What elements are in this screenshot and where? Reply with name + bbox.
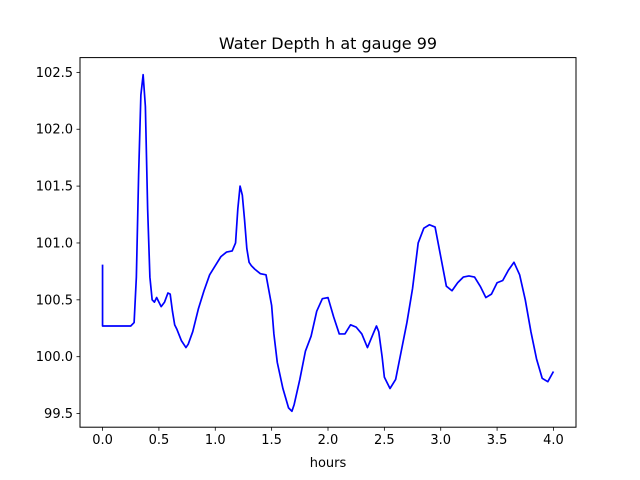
y-axis-ticks: 99.5 100.0 100.5 101.0 101.5 102.0 102.5 bbox=[36, 66, 80, 422]
x-tick-label: 4.0 bbox=[543, 433, 564, 448]
y-tick-label: 100.5 bbox=[36, 293, 73, 308]
y-tick-label: 102.0 bbox=[36, 123, 73, 138]
y-tick-label: 102.5 bbox=[36, 66, 73, 81]
x-tick-label: 1.0 bbox=[205, 433, 226, 448]
chart-title: Water Depth h at gauge 99 bbox=[219, 34, 437, 53]
x-tick-label: 1.5 bbox=[261, 433, 282, 448]
x-tick-label: 0.5 bbox=[149, 433, 170, 448]
x-tick-label: 0.0 bbox=[92, 433, 113, 448]
y-tick-label: 99.5 bbox=[44, 407, 73, 422]
x-axis-label: hours bbox=[310, 456, 347, 471]
y-tick-label: 101.5 bbox=[36, 180, 73, 195]
y-tick-label: 100.0 bbox=[36, 350, 73, 365]
data-series-line bbox=[101, 73, 555, 413]
x-tick-label: 3.5 bbox=[487, 433, 508, 448]
x-tick-label: 2.0 bbox=[318, 433, 339, 448]
plot-area-frame bbox=[79, 57, 577, 428]
x-tick-label: 2.5 bbox=[374, 433, 395, 448]
y-tick-label: 101.0 bbox=[36, 236, 73, 251]
x-axis-ticks: 0.0 0.5 1.0 1.5 2.0 2.5 3.0 3.5 4.0 bbox=[92, 427, 564, 448]
x-tick-label: 3.0 bbox=[430, 433, 451, 448]
